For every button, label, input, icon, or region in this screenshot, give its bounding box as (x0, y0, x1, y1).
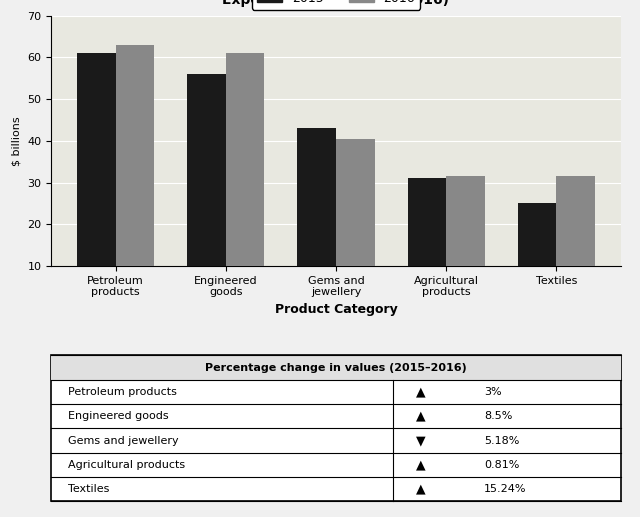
Text: ▲: ▲ (416, 483, 426, 496)
Bar (336, 139, 374, 308)
Bar (556, 176, 595, 308)
Text: ▲: ▲ (416, 410, 426, 423)
Text: Gems and jewellery: Gems and jewellery (68, 436, 179, 446)
Text: 5.18%: 5.18% (484, 436, 520, 446)
Text: 15.24%: 15.24% (484, 484, 527, 494)
Bar (298, 128, 336, 308)
Text: ▲: ▲ (416, 459, 426, 472)
FancyBboxPatch shape (51, 355, 621, 501)
Text: Textiles: Textiles (68, 484, 109, 494)
Title: Export Earnings (2015–2016): Export Earnings (2015–2016) (223, 0, 449, 7)
Text: ▼: ▼ (416, 434, 426, 447)
Bar (446, 176, 484, 308)
Text: 3%: 3% (484, 387, 502, 397)
Text: 8.5%: 8.5% (484, 411, 513, 421)
Text: Engineered goods: Engineered goods (68, 411, 169, 421)
Bar (188, 74, 226, 308)
Text: 0.81%: 0.81% (484, 460, 520, 470)
Text: Percentage change in values (2015–2016): Percentage change in values (2015–2016) (205, 362, 467, 373)
Text: ▲: ▲ (416, 385, 426, 399)
Text: Petroleum products: Petroleum products (68, 387, 177, 397)
Bar (408, 178, 446, 308)
Bar (518, 203, 556, 308)
Bar (116, 45, 154, 308)
X-axis label: Product Category: Product Category (275, 303, 397, 316)
Bar (51, 355, 621, 379)
Y-axis label: $ billions: $ billions (12, 116, 22, 165)
Bar (226, 53, 264, 308)
Text: Agricultural products: Agricultural products (68, 460, 186, 470)
Bar (77, 53, 116, 308)
Legend: 2015, 2016: 2015, 2016 (252, 0, 420, 10)
